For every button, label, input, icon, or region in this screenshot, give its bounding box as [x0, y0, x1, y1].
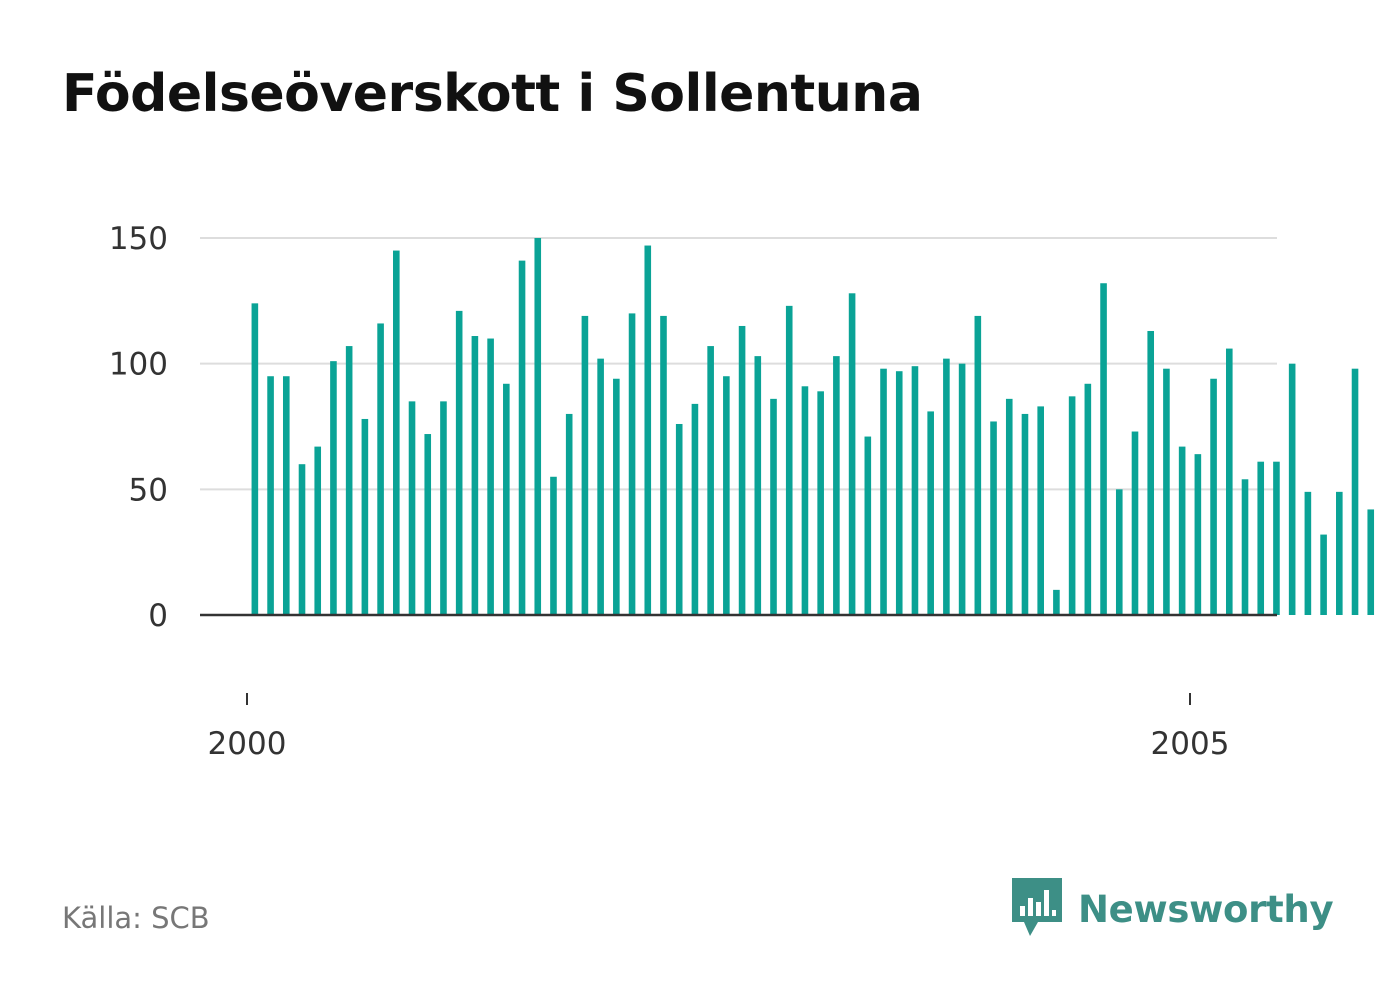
bar: [408, 401, 416, 615]
bar: [738, 325, 746, 615]
source-label: Källa: SCB: [62, 901, 210, 935]
bar: [455, 310, 463, 615]
bar: [927, 411, 934, 615]
y-tick-label: 50: [129, 472, 168, 508]
bar: [848, 293, 856, 615]
bar: [958, 363, 966, 615]
bar: [770, 398, 777, 615]
bar: [1320, 534, 1327, 615]
bar: [990, 421, 997, 615]
bar: [785, 305, 793, 615]
bar: [644, 245, 652, 616]
bar: [597, 358, 604, 615]
bar: [267, 376, 274, 615]
bar: [1131, 431, 1139, 615]
bar: [1351, 368, 1359, 615]
bar: [1304, 491, 1312, 615]
bar: [345, 346, 353, 615]
brand-logo: Newsworthy: [1012, 878, 1334, 940]
bar: [1225, 348, 1233, 615]
bar: [628, 313, 636, 615]
y-tick-label: 0: [148, 598, 168, 634]
bar: [817, 391, 824, 615]
bar: [1005, 398, 1013, 615]
newsworthy-bar-chart-icon: [1012, 878, 1062, 936]
bar: [424, 434, 432, 615]
bar: [471, 336, 479, 615]
bar: [298, 464, 306, 615]
bar: [833, 356, 840, 615]
bar: [1336, 491, 1343, 615]
bar: [895, 371, 903, 615]
bar: [251, 303, 259, 615]
bar: [911, 366, 919, 615]
bar: [801, 386, 809, 615]
bar-chart: 050100150200020052010201520202025: [109, 221, 1375, 762]
bar: [1178, 446, 1186, 615]
bar: [754, 356, 762, 615]
bar: [314, 446, 322, 615]
bar: [943, 358, 950, 615]
bar: [1367, 509, 1375, 615]
bar: [1115, 489, 1123, 615]
bar: [565, 413, 573, 615]
bar: [864, 436, 872, 615]
bar: [282, 376, 290, 615]
bar: [1053, 589, 1060, 615]
bar: [393, 250, 400, 616]
bar: [1273, 461, 1280, 615]
bar: [691, 403, 699, 615]
bar: [723, 376, 730, 615]
bar: [377, 323, 384, 615]
bar: [330, 361, 337, 615]
bar: [974, 315, 982, 615]
bar: [1194, 454, 1202, 615]
bar: [518, 260, 526, 615]
bar: [880, 368, 887, 615]
y-tick-label: 100: [109, 347, 168, 383]
bar: [1084, 383, 1092, 615]
x-tick-label: 2000: [208, 726, 287, 762]
bar: [660, 315, 667, 615]
bar: [1210, 378, 1217, 615]
bar: [503, 383, 510, 615]
bar: [534, 238, 542, 615]
x-tick-label: 2005: [1151, 726, 1230, 762]
chart-title: Födelseöverskott i Sollentuna: [62, 64, 923, 124]
brand-name: Newsworthy: [1078, 887, 1334, 931]
bar: [440, 401, 447, 615]
bar: [361, 418, 369, 615]
bar: [1288, 363, 1296, 615]
bar: [707, 346, 714, 615]
bar: [487, 338, 494, 615]
bar: [1241, 479, 1249, 615]
bar: [1037, 406, 1044, 615]
bar: [1147, 330, 1155, 615]
bar: [581, 315, 589, 615]
bar: [1100, 283, 1107, 615]
bar: [675, 423, 683, 615]
bar: [1163, 368, 1170, 615]
bar: [613, 378, 620, 615]
bar: [1068, 396, 1076, 615]
bar: [1257, 461, 1265, 615]
bar: [1021, 413, 1029, 615]
y-tick-label: 150: [109, 221, 168, 257]
bar: [550, 476, 557, 615]
